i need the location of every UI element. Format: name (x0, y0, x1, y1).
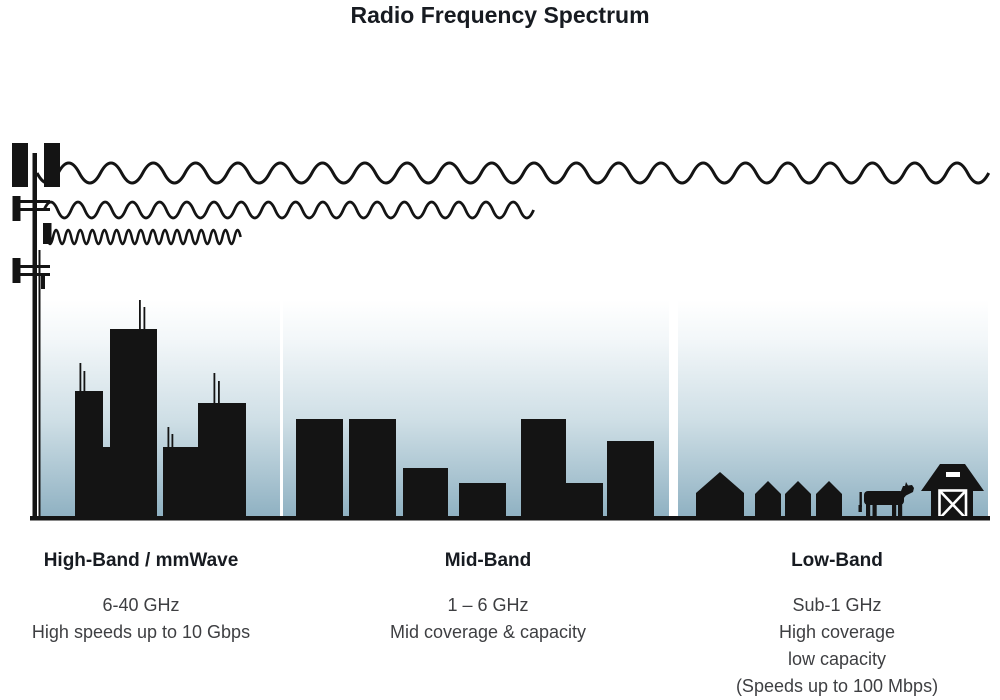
band-label-low: Low-Band Sub-1 GHz High coverage low cap… (687, 550, 987, 700)
band-name-mid: Mid-Band (444, 550, 532, 571)
sky-panel-mid-band (283, 300, 669, 517)
band-spec-description: low capacity (787, 649, 887, 669)
band-spec-frequency: Sub-1 GHz (792, 595, 882, 615)
house-icon (696, 472, 744, 517)
band-spec-description: Mid coverage & capacity (389, 622, 587, 642)
band-name-low: Low-Band (791, 550, 883, 571)
band-spec-description: (Speeds up to 100 Mbps) (735, 676, 939, 696)
band-spec-description: High coverage (778, 622, 896, 642)
page-title: Radio Frequency Spectrum (350, 2, 650, 28)
rural-scene-low-band (696, 464, 984, 520)
high-band-wave-icon (45, 228, 242, 246)
buildings-mid-band (296, 419, 654, 517)
cow-icon (858, 482, 914, 520)
house-icon (816, 481, 842, 517)
house-icon (755, 481, 781, 517)
band-spec-frequency: 1 – 6 GHz (447, 595, 529, 615)
sky-panels (40, 300, 988, 517)
band-spec-description: High speeds up to 10 Gbps (31, 622, 251, 642)
mid-band-wave-icon (42, 200, 535, 220)
band-name-high: High-Band / mmWave (43, 550, 239, 571)
ground-line (30, 516, 990, 521)
rooftop-antennas (79, 300, 220, 447)
city-skyline-high-band (75, 300, 246, 517)
low-band-wave-icon (35, 161, 991, 185)
house-icon (785, 481, 811, 517)
band-label-mid: Mid-Band 1 – 6 GHz Mid coverage & capaci… (338, 550, 638, 646)
band-spec-frequency: 6-40 GHz (102, 595, 180, 615)
radio-waves (35, 161, 991, 246)
cell-tower-icon (12, 143, 60, 520)
band-label-high: High-Band / mmWave 6-40 GHz High speeds … (1, 550, 281, 646)
